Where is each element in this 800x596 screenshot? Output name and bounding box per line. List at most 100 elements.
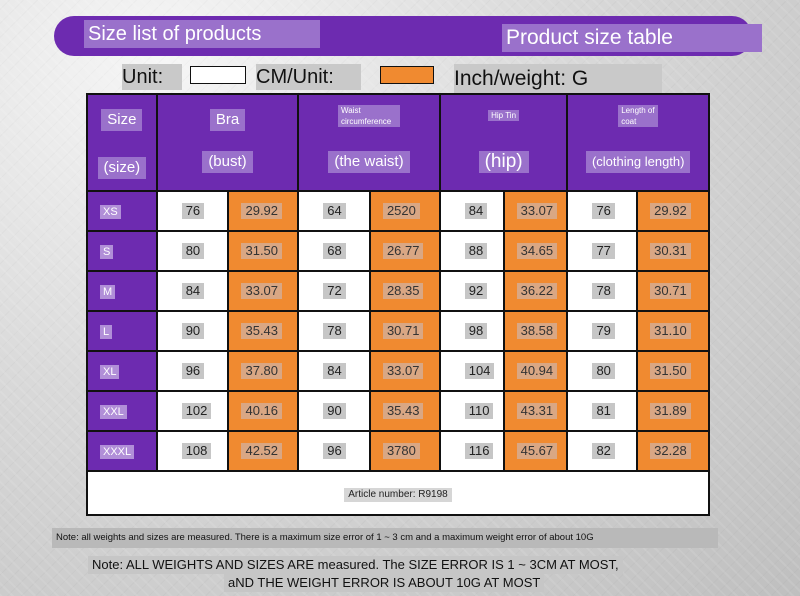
table-row: XL 96 37.80 84 33.07 104 40.94 80 31.50 (86, 350, 710, 392)
hip-cm-cell: 104 (438, 350, 505, 392)
size-cell: XXL (86, 390, 158, 432)
note-large-line2: aND THE WEIGHT ERROR IS ABOUT 10G AT MOS… (224, 574, 545, 592)
waist-in-cell: 26.77 (368, 230, 441, 272)
waist-cm-cell: 84 (297, 350, 371, 392)
len-cm-cell: 76 (566, 190, 639, 232)
header-size-label: Size (101, 109, 143, 131)
len-cm-cell: 81 (566, 390, 639, 432)
hip-cm-cell: 110 (438, 390, 505, 432)
size-cell: XL (86, 350, 158, 392)
waist-cm-cell: 72 (297, 270, 371, 312)
note-small: Note: all weights and sizes are measured… (52, 528, 718, 548)
size-cell: M (86, 270, 158, 312)
hip-in-cell: 43.31 (502, 390, 569, 432)
article-number-cell: Article number: R9198 (86, 470, 710, 516)
len-cm-cell: 77 (566, 230, 639, 272)
table-row: L 90 35.43 78 30.71 98 38.58 79 31.10 (86, 310, 710, 352)
hip-cm-cell: 116 (438, 430, 505, 472)
waist-cm-cell: 90 (297, 390, 371, 432)
len-in-cell: 29.92 (636, 190, 710, 232)
hip-in-cell: 34.65 (502, 230, 569, 272)
header-waist-sub: (the waist) (328, 151, 410, 173)
cm-unit-label: CM/Unit: (256, 64, 361, 90)
waist-in-cell: 2520 (368, 190, 441, 232)
waist-cm-cell: 68 (297, 230, 371, 272)
hip-cm-cell: 98 (438, 310, 505, 352)
bust-cm-cell: 96 (155, 350, 230, 392)
banner-right-title: Product size table (502, 24, 762, 52)
waist-cm-cell: 64 (297, 190, 371, 232)
len-cm-cell: 82 (566, 430, 639, 472)
size-cell: S (86, 230, 158, 272)
hip-cm-cell: 92 (438, 270, 505, 312)
bust-in-cell: 33.07 (227, 270, 300, 312)
waist-cm-cell: 96 (297, 430, 371, 472)
header-bust: Bra (bust) (155, 93, 300, 192)
header-bust-label: Bra (209, 109, 246, 131)
waist-in-cell: 33.07 (368, 350, 441, 392)
len-in-cell: 30.71 (636, 270, 710, 312)
hip-in-cell: 33.07 (502, 190, 569, 232)
waist-in-cell: 35.43 (368, 390, 441, 432)
bust-in-cell: 35.43 (227, 310, 300, 352)
size-cell: L (86, 310, 158, 352)
header-length-label: Length of coat (618, 105, 659, 127)
len-in-cell: 32.28 (636, 430, 710, 472)
banner-left-title: Size list of products (84, 20, 320, 48)
header-size-sub: (size) (97, 157, 147, 179)
size-cell: XXXL (86, 430, 158, 472)
bust-in-cell: 42.52 (227, 430, 300, 472)
unit-label: Unit: (122, 64, 182, 90)
header-length: Length of coat (clothing length) (566, 93, 710, 192)
header-waist-label: Waist circumference (337, 105, 400, 127)
inch-weight-label: Inch/weight: G (454, 64, 662, 94)
len-in-cell: 31.89 (636, 390, 710, 432)
note-large-line1: Note: ALL WEIGHTS AND SIZES ARE measured… (88, 556, 623, 574)
bust-cm-cell: 84 (155, 270, 230, 312)
header-hip-label: Hip Tin (488, 110, 520, 121)
len-in-cell: 30.31 (636, 230, 710, 272)
header-bust-sub: (bust) (202, 151, 253, 173)
article-number: Article number: R9198 (344, 488, 452, 502)
len-in-cell: 31.50 (636, 350, 710, 392)
hip-in-cell: 45.67 (502, 430, 569, 472)
table-row: M 84 33.07 72 28.35 92 36.22 78 30.71 (86, 270, 710, 312)
bust-in-cell: 31.50 (227, 230, 300, 272)
waist-in-cell: 30.71 (368, 310, 441, 352)
inch-color-swatch (380, 66, 434, 84)
note-large: Note: ALL WEIGHTS AND SIZES ARE measured… (88, 556, 688, 592)
len-cm-cell: 79 (566, 310, 639, 352)
bust-cm-cell: 76 (155, 190, 230, 232)
table-row: XS 76 29.92 64 2520 84 33.07 76 29.92 (86, 190, 710, 232)
bust-cm-cell: 108 (155, 430, 230, 472)
waist-cm-cell: 78 (297, 310, 371, 352)
header-waist: Waist circumference (the waist) (297, 93, 441, 192)
bust-in-cell: 37.80 (227, 350, 300, 392)
len-cm-cell: 78 (566, 270, 639, 312)
hip-cm-cell: 84 (438, 190, 505, 232)
waist-in-cell: 28.35 (368, 270, 441, 312)
size-table: Size (size) Bra (bust) Waist circumferen… (86, 93, 710, 516)
waist-in-cell: 3780 (368, 430, 441, 472)
hip-in-cell: 40.94 (502, 350, 569, 392)
table-row: S 80 31.50 68 26.77 88 34.65 77 30.31 (86, 230, 710, 272)
hip-in-cell: 38.58 (502, 310, 569, 352)
bust-cm-cell: 80 (155, 230, 230, 272)
bust-in-cell: 40.16 (227, 390, 300, 432)
title-banner: Size list of products Product size table (54, 16, 762, 56)
size-cell: XS (86, 190, 158, 232)
hip-cm-cell: 88 (438, 230, 505, 272)
header-hip: Hip Tin (hip) (438, 93, 569, 192)
bust-cm-cell: 90 (155, 310, 230, 352)
header-length-sub: (clothing length) (585, 151, 691, 173)
table-row: XXXL 108 42.52 96 3780 116 45.67 82 32.2… (86, 430, 710, 472)
bust-in-cell: 29.92 (227, 190, 300, 232)
hip-in-cell: 36.22 (502, 270, 569, 312)
unit-legend: Unit: CM/Unit: Inch/weight: G (0, 64, 800, 94)
len-in-cell: 31.10 (636, 310, 710, 352)
header-hip-sub: (hip) (478, 151, 529, 173)
table-row: XXL 102 40.16 90 35.43 110 43.31 81 31.8… (86, 390, 710, 432)
len-cm-cell: 80 (566, 350, 639, 392)
header-size: Size (size) (86, 93, 158, 192)
cm-color-swatch (190, 66, 246, 84)
